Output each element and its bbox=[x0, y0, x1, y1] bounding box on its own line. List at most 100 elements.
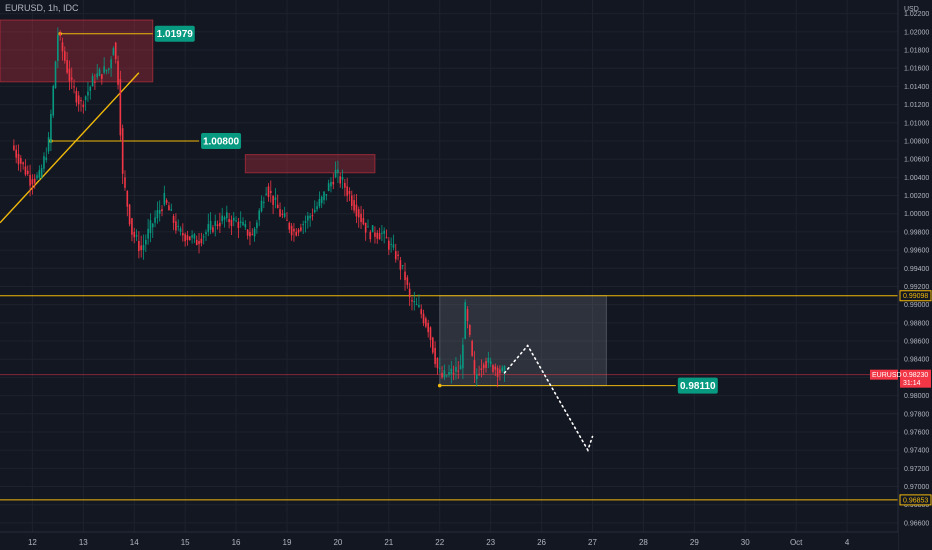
candle-body bbox=[198, 240, 200, 245]
candle bbox=[263, 196, 265, 209]
candle bbox=[73, 79, 75, 94]
candle-body bbox=[434, 347, 436, 364]
candle-body bbox=[168, 205, 170, 211]
candle bbox=[179, 226, 182, 236]
candle bbox=[140, 235, 142, 258]
candle bbox=[249, 221, 251, 246]
time-tick-label: 26 bbox=[537, 538, 546, 547]
candle-body bbox=[422, 313, 425, 324]
candle-body bbox=[202, 236, 205, 238]
candle bbox=[242, 217, 244, 227]
candle-body bbox=[138, 240, 140, 252]
candle-body bbox=[425, 318, 427, 327]
candle bbox=[40, 164, 43, 180]
candle bbox=[487, 351, 490, 369]
candle bbox=[57, 27, 59, 68]
candle-body bbox=[420, 309, 423, 315]
candle-body bbox=[293, 228, 295, 232]
candle bbox=[346, 177, 348, 203]
candle bbox=[135, 229, 138, 242]
candle bbox=[126, 190, 129, 217]
candle-body bbox=[73, 86, 75, 88]
candle-body bbox=[304, 221, 307, 223]
candle bbox=[195, 235, 198, 246]
candle bbox=[327, 179, 330, 192]
candle-body bbox=[144, 239, 147, 245]
candle bbox=[436, 357, 439, 375]
candle-body bbox=[383, 230, 386, 234]
candle-body bbox=[177, 225, 180, 227]
candle bbox=[427, 319, 429, 338]
candle-body bbox=[107, 68, 110, 70]
candle-body bbox=[443, 370, 446, 378]
candle bbox=[499, 365, 501, 381]
candle-body bbox=[94, 81, 96, 83]
candle bbox=[311, 208, 314, 221]
candle bbox=[325, 194, 328, 201]
candle-body bbox=[281, 213, 284, 215]
candle-body bbox=[17, 153, 20, 165]
candle-body bbox=[209, 220, 212, 230]
candle bbox=[63, 46, 66, 64]
candle-body bbox=[26, 170, 29, 175]
candle bbox=[70, 67, 73, 89]
candle bbox=[147, 218, 149, 245]
candle bbox=[422, 309, 425, 327]
candle-body bbox=[70, 77, 73, 80]
candle-body bbox=[128, 204, 131, 225]
candle-body bbox=[50, 113, 52, 143]
candle bbox=[20, 155, 22, 173]
candle bbox=[144, 234, 147, 253]
candle-body bbox=[300, 227, 302, 231]
candle bbox=[295, 228, 298, 237]
candle bbox=[276, 194, 279, 209]
candle-body bbox=[36, 175, 38, 179]
candle-body bbox=[239, 221, 242, 223]
candle-body bbox=[313, 209, 316, 213]
candle-body bbox=[147, 228, 149, 239]
candle bbox=[462, 337, 464, 379]
candle bbox=[239, 211, 242, 228]
level-axis-tag bbox=[899, 290, 932, 302]
candle bbox=[198, 233, 200, 254]
candle-body bbox=[323, 191, 325, 201]
candle-body bbox=[237, 222, 240, 229]
candle-body bbox=[232, 217, 235, 221]
price-tick-label: 0.99400 bbox=[904, 266, 929, 273]
candle-body bbox=[482, 364, 485, 369]
candle bbox=[50, 109, 52, 152]
candle-body bbox=[341, 177, 344, 180]
candle bbox=[103, 57, 105, 75]
candle bbox=[318, 191, 321, 209]
candle-body bbox=[411, 300, 413, 302]
candle bbox=[87, 82, 89, 102]
candle-body bbox=[188, 236, 191, 241]
candle-body bbox=[13, 145, 15, 150]
candle-body bbox=[126, 190, 129, 207]
candle bbox=[253, 226, 256, 242]
candle-body bbox=[54, 61, 57, 89]
candle-body bbox=[325, 194, 328, 196]
candle-body bbox=[251, 234, 254, 236]
candle bbox=[110, 56, 112, 77]
candle bbox=[401, 265, 404, 270]
candle bbox=[151, 222, 154, 238]
candle bbox=[182, 223, 184, 242]
candle-body bbox=[265, 193, 267, 195]
level-axis-tag bbox=[899, 494, 932, 506]
price-tick-label: 1.01800 bbox=[904, 48, 929, 55]
candle bbox=[367, 219, 369, 228]
candle-body bbox=[29, 174, 31, 186]
candle-body bbox=[119, 79, 122, 136]
candle-body bbox=[24, 166, 27, 175]
candle-body bbox=[334, 169, 337, 178]
candle bbox=[158, 200, 161, 222]
candle bbox=[267, 183, 270, 202]
candle-body bbox=[318, 199, 321, 207]
candle bbox=[214, 214, 217, 237]
candle-body bbox=[195, 239, 198, 246]
candle-body bbox=[455, 366, 457, 372]
candle-body bbox=[96, 73, 99, 78]
candle-body bbox=[288, 222, 291, 230]
